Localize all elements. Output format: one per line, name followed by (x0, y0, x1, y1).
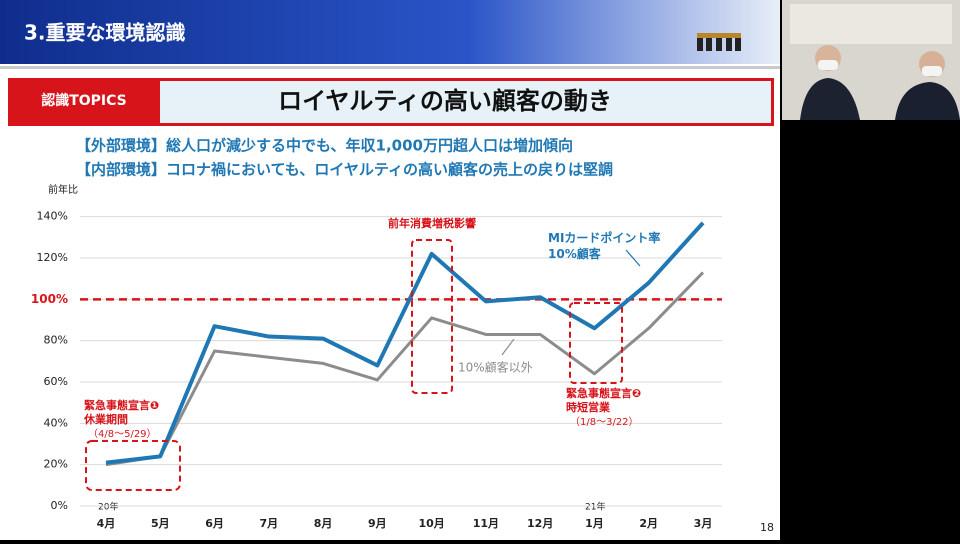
x-tick-label: 9月 (368, 517, 387, 530)
page-number: 18 (760, 521, 774, 534)
legend-label: 10%顧客以外 (458, 360, 533, 375)
y-tick-label: 120% (37, 251, 68, 264)
y-tick-label: 20% (44, 458, 68, 471)
x-tick-label: 6月 (205, 517, 224, 530)
series-line (105, 221, 705, 465)
y-tick-label: 40% (44, 416, 68, 429)
topic-label: 認識TOPICS (41, 92, 127, 109)
series-line (105, 271, 705, 467)
annotation: （1/8～3/22） (570, 416, 639, 428)
x-tick-label: 4月 (97, 517, 116, 530)
x-tick-label: 8月 (314, 517, 333, 530)
video-people (790, 4, 960, 120)
x-tick-label: 11月 (473, 517, 499, 530)
x-tick-label: 10月 (418, 517, 444, 530)
y-tick-label: 80% (44, 334, 68, 347)
annotation: 緊急事態宣言❶ (84, 398, 159, 412)
y-tick-label: 60% (44, 375, 68, 388)
x-tick-label: 2月 (639, 517, 658, 530)
annotation-boxes (85, 239, 623, 491)
x-tick-label: 1月 (585, 517, 604, 530)
legend-label: MIカードポイント率 10%顧客 (548, 230, 660, 261)
x-tick-label: 3月 (694, 517, 713, 530)
annotation: 休業期間 (83, 412, 128, 426)
y-axis-label: 前年比 (48, 183, 78, 196)
legend-pointer (501, 338, 515, 356)
annotation: 時短営業 (566, 400, 611, 414)
subtitle: 【外部環境】総人口が減少する中でも、年収1,000万円超人口は増加傾向 (76, 137, 573, 155)
y-tick-label: 100% (31, 292, 68, 306)
x-tick-label: 12月 (527, 517, 553, 530)
legend-pointer (625, 249, 641, 267)
subtitle: 【内部環境】コロナ禍においても、ロイヤルティの高い顧客の売上の戻りは堅調 (76, 161, 613, 179)
x-tick-label: 7月 (259, 517, 278, 530)
y-tick-label: 140% (37, 210, 68, 223)
y-tick-label: 0% (51, 499, 68, 512)
annotation: 緊急事態宣言❷ (566, 386, 641, 400)
topic-heading: ロイヤルティの高い顧客の動き (278, 87, 612, 115)
header-rule (0, 66, 780, 69)
header-bar (0, 0, 780, 64)
slide-title: 3.重要な環境認識 (24, 21, 186, 45)
logo (697, 33, 741, 51)
annotation: 前年消費増税影響 (388, 216, 476, 230)
topic-panel (160, 81, 771, 123)
annotation: （4/8～5/29） (88, 428, 157, 440)
x-tick-label: 5月 (151, 517, 170, 530)
